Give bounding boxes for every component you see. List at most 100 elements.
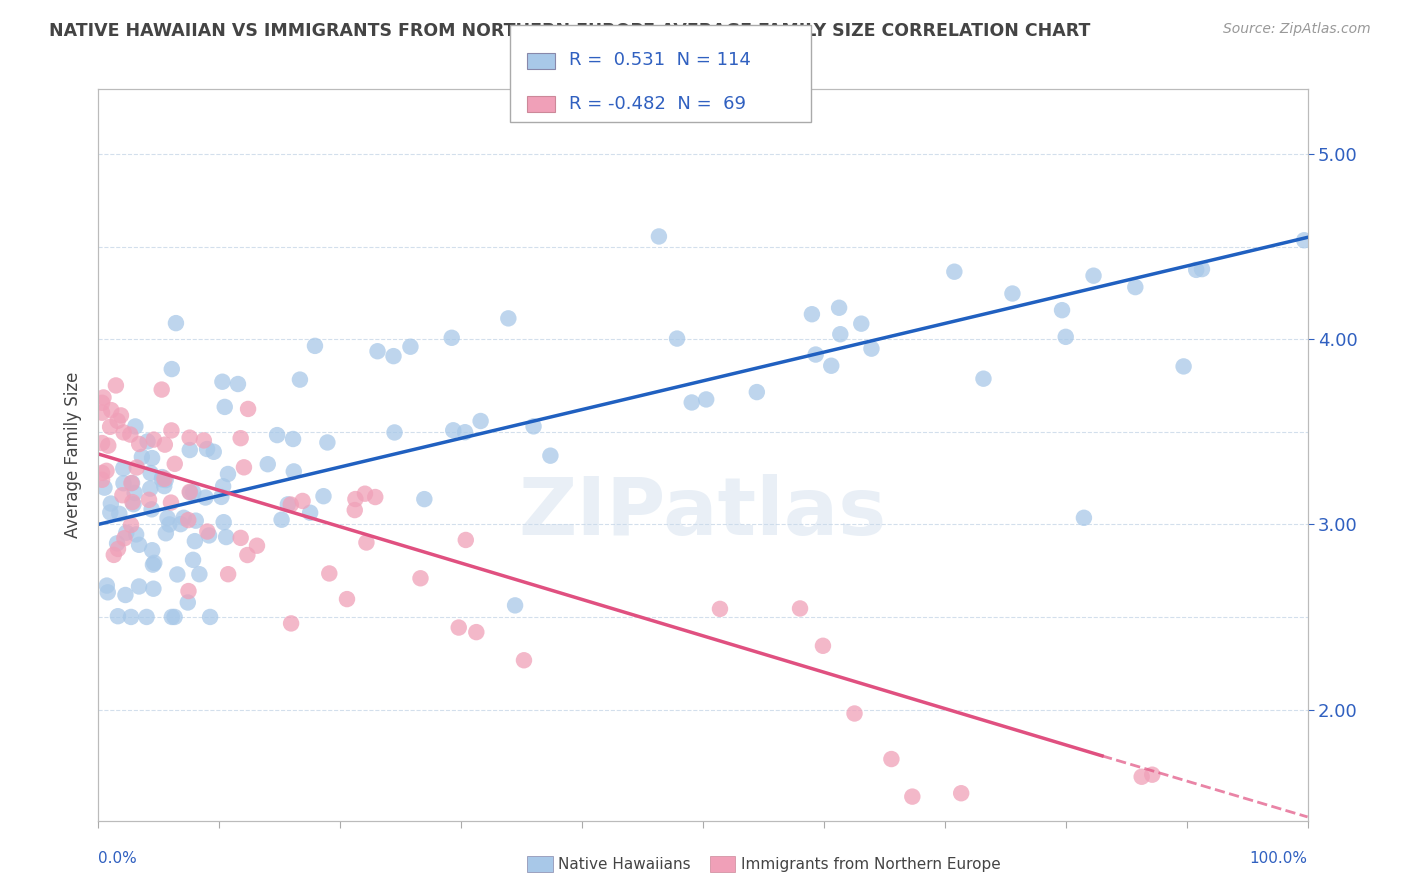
Point: [153, 479, 176, 493]
Point: [304, 339, 326, 353]
Point: [789, 601, 811, 615]
Point: [155, 526, 177, 541]
Point: [344, 491, 367, 506]
Point: [195, 442, 218, 456]
Point: [153, 472, 176, 486]
Point: [98, 505, 121, 519]
Point: [440, 331, 463, 345]
Text: R =  0.531  N = 114: R = 0.531 N = 114: [569, 52, 751, 70]
Point: [150, 470, 173, 484]
Point: [142, 558, 165, 572]
Point: [1123, 280, 1146, 294]
Point: [229, 431, 252, 445]
Point: [112, 425, 135, 440]
Y-axis label: Average Family Size: Average Family Size: [65, 372, 83, 538]
Point: [266, 428, 288, 442]
Point: [115, 525, 138, 540]
Point: [112, 531, 135, 545]
Point: [354, 486, 377, 500]
Point: [277, 497, 299, 511]
Point: [138, 492, 160, 507]
Point: [104, 378, 127, 392]
Point: [522, 419, 544, 434]
Point: [413, 492, 436, 507]
Point: [179, 443, 201, 458]
Point: [202, 445, 225, 459]
Point: [91, 396, 114, 410]
Point: [108, 507, 131, 521]
Point: [121, 495, 143, 509]
Point: [184, 534, 207, 549]
Text: 100.0%: 100.0%: [1250, 851, 1308, 866]
Point: [382, 349, 405, 363]
Point: [666, 332, 689, 346]
Point: [125, 527, 148, 541]
Point: [141, 543, 163, 558]
Point: [97, 439, 120, 453]
Point: [93, 391, 115, 405]
Point: [1050, 303, 1073, 318]
Text: Native Hawaiians: Native Hawaiians: [558, 857, 690, 871]
Text: 0.0%: 0.0%: [98, 851, 138, 866]
Point: [384, 425, 406, 440]
Point: [256, 457, 278, 471]
Point: [128, 437, 150, 451]
Point: [943, 265, 966, 279]
Point: [169, 517, 191, 532]
Point: [141, 502, 163, 516]
Point: [131, 450, 153, 464]
Point: [1130, 770, 1153, 784]
Point: [1054, 330, 1077, 344]
Point: [143, 556, 166, 570]
Point: [291, 494, 314, 508]
Point: [447, 621, 470, 635]
Point: [193, 434, 215, 448]
Point: [217, 567, 239, 582]
Point: [139, 466, 162, 480]
Point: [122, 497, 145, 511]
Point: [343, 503, 366, 517]
Point: [165, 316, 187, 330]
Text: Immigrants from Northern Europe: Immigrants from Northern Europe: [741, 857, 1001, 871]
Text: NATIVE HAWAIIAN VS IMMIGRANTS FROM NORTHERN EUROPE AVERAGE FAMILY SIZE CORRELATI: NATIVE HAWAIIAN VS IMMIGRANTS FROM NORTH…: [49, 22, 1091, 40]
Point: [1294, 233, 1316, 247]
Point: [709, 602, 731, 616]
Point: [950, 786, 973, 800]
Point: [160, 424, 183, 438]
Point: [830, 327, 852, 342]
Point: [124, 486, 146, 500]
Point: [91, 436, 114, 450]
Point: [880, 752, 903, 766]
Point: [270, 513, 292, 527]
Text: ZIPatlas: ZIPatlas: [519, 475, 887, 552]
Point: [280, 616, 302, 631]
Point: [157, 517, 180, 532]
Point: [288, 373, 311, 387]
Point: [112, 461, 135, 475]
Point: [166, 567, 188, 582]
Text: Source: ZipAtlas.com: Source: ZipAtlas.com: [1223, 22, 1371, 37]
Point: [177, 513, 200, 527]
Point: [211, 375, 233, 389]
Point: [246, 539, 269, 553]
Point: [163, 457, 186, 471]
Point: [181, 485, 204, 500]
Point: [851, 317, 873, 331]
Point: [173, 510, 195, 524]
Point: [316, 435, 339, 450]
Point: [1073, 510, 1095, 524]
Point: [804, 347, 827, 361]
Point: [120, 476, 142, 491]
Point: [107, 541, 129, 556]
Point: [128, 579, 150, 593]
Point: [177, 584, 200, 599]
Point: [100, 403, 122, 417]
Point: [120, 610, 142, 624]
Point: [141, 451, 163, 466]
Point: [96, 578, 118, 592]
Point: [142, 582, 165, 596]
Point: [212, 479, 235, 493]
Point: [648, 229, 671, 244]
Point: [181, 553, 204, 567]
Point: [163, 610, 186, 624]
